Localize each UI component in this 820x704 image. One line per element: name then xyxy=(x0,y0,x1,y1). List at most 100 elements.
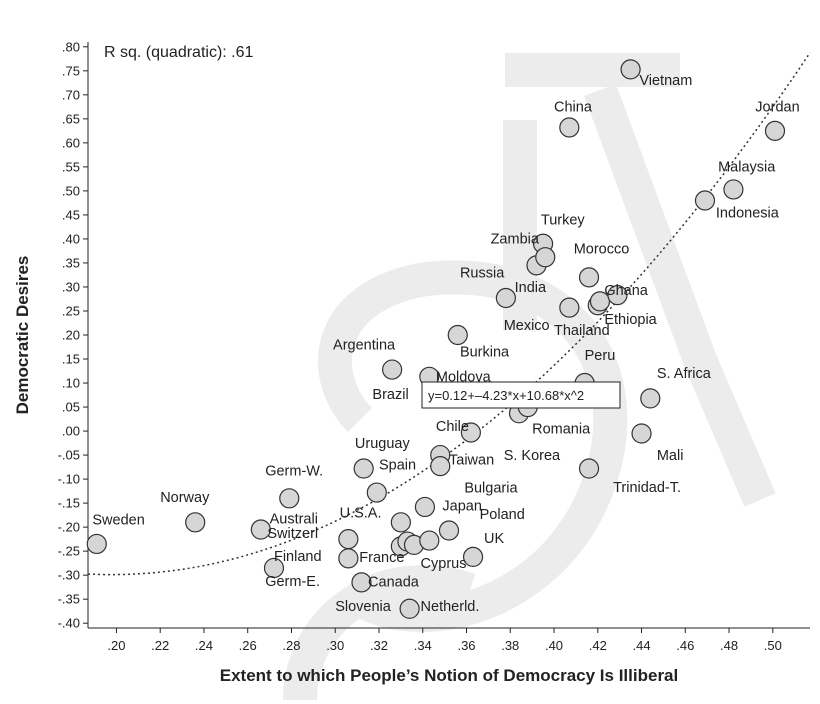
y-tick-label: -.30 xyxy=(58,568,80,583)
y-tick-label: .40 xyxy=(62,231,80,246)
data-point xyxy=(430,456,451,477)
y-tick-label: -.15 xyxy=(58,496,80,511)
data-point xyxy=(631,423,652,444)
x-tick-label: .22 xyxy=(151,638,169,653)
point-label: Norway xyxy=(160,490,210,506)
point-label: Bulgaria xyxy=(464,481,518,497)
point-label: Taiwan xyxy=(449,453,494,469)
point-label: Slovenia xyxy=(335,599,392,615)
point-label: Russia xyxy=(460,265,505,281)
y-tick-label: -.20 xyxy=(58,520,80,535)
point-labels: Sweden Norway Australi Germ-W. Switzerl Finla… xyxy=(92,73,799,615)
data-point xyxy=(578,458,600,479)
data-point xyxy=(495,287,516,309)
point-label: Mali xyxy=(657,448,684,464)
data-point xyxy=(419,530,440,551)
y-tick-label: .75 xyxy=(62,63,80,78)
point-label: Vietnam xyxy=(639,73,692,89)
data-point xyxy=(607,285,628,306)
point-label: Thailand xyxy=(554,323,610,339)
data-point xyxy=(414,496,436,518)
data-point xyxy=(382,359,403,380)
data-point xyxy=(620,59,641,80)
data-point xyxy=(535,247,556,268)
y-axis-title: Democratic Desires xyxy=(13,256,32,415)
y-tick-label: .55 xyxy=(62,159,80,174)
point-label: Canada xyxy=(368,575,420,591)
data-point xyxy=(185,512,206,533)
data-point xyxy=(263,557,285,579)
y-tick-label: .15 xyxy=(62,352,80,367)
r-squared-annotation: R sq. (quadratic): .61 xyxy=(104,44,254,61)
y-tick-label: .35 xyxy=(62,255,80,270)
point-label: Morocco xyxy=(574,241,630,257)
x-tick-label: .42 xyxy=(589,638,607,653)
equation-box: y=0.12+–4.23*x+10.68*x^2 xyxy=(421,381,621,409)
x-tick-label: .40 xyxy=(545,638,563,653)
point-label: Peru xyxy=(585,348,616,364)
point-label: Zambia xyxy=(491,232,540,248)
data-point xyxy=(250,519,271,540)
y-tick-label: .25 xyxy=(62,303,80,318)
y-tick-label: .45 xyxy=(62,207,80,222)
point-label: Germ-E. xyxy=(265,574,320,590)
point-label: Ethiopia xyxy=(604,312,657,328)
point-label: S. Africa xyxy=(657,366,712,382)
data-point xyxy=(353,458,374,479)
data-point xyxy=(438,520,460,541)
y-tick-label: .00 xyxy=(62,424,80,439)
point-label: Uruguay xyxy=(355,436,411,452)
y-tick-label: .60 xyxy=(62,135,80,150)
data-point xyxy=(589,291,611,312)
point-label: India xyxy=(515,280,547,296)
y-ticks: .80 .75 .70 .65 .60 .55 .50 .45 .40 .35 .30 .25 .20.… xyxy=(58,39,88,631)
y-tick-label: -.05 xyxy=(58,448,80,463)
data-point xyxy=(723,179,744,200)
point-label: Cyprus xyxy=(421,556,467,572)
y-tick-label: .70 xyxy=(62,87,80,102)
x-tick-label: .28 xyxy=(282,638,300,653)
data-point xyxy=(338,529,359,550)
x-tick-label: .44 xyxy=(632,638,650,653)
point-label: Mexico xyxy=(504,318,550,334)
y-tick-label: .50 xyxy=(62,183,80,198)
x-tick-label: .46 xyxy=(676,638,694,653)
y-tick-label: -.35 xyxy=(58,592,80,607)
y-tick-label: .10 xyxy=(62,376,80,391)
x-tick-label: .24 xyxy=(195,638,213,653)
equation-text: y=0.12+–4.23*x+10.68*x^2 xyxy=(428,388,584,403)
point-label: France xyxy=(359,550,404,566)
data-point xyxy=(764,120,786,141)
x-tick-label: .38 xyxy=(501,638,519,653)
point-label: Finland xyxy=(274,549,322,565)
x-tick-label: .36 xyxy=(457,638,475,653)
data-point xyxy=(559,117,580,138)
point-label: Chile xyxy=(436,419,469,435)
x-tick-label: .32 xyxy=(370,638,388,653)
point-label: Brazil xyxy=(372,387,408,403)
x-tick-label: .26 xyxy=(239,638,257,653)
point-label: Sweden xyxy=(92,513,144,529)
y-tick-label: .20 xyxy=(62,328,80,343)
point-label: Switzerl xyxy=(267,526,318,542)
y-tick-label: .05 xyxy=(62,400,80,415)
x-axis-title: Extent to which People’s Notion of Democ… xyxy=(220,666,678,685)
point-label: Spain xyxy=(379,457,416,473)
point-label: Argentina xyxy=(333,337,396,353)
point-label: Jordan xyxy=(755,100,799,116)
point-label: Japan xyxy=(442,498,482,514)
y-tick-label: .30 xyxy=(62,279,80,294)
y-tick-label: .80 xyxy=(62,39,80,54)
data-point xyxy=(578,267,600,288)
data-point xyxy=(694,190,716,211)
point-label: Australi xyxy=(270,511,318,527)
data-point xyxy=(86,533,107,555)
point-label: Netherld. xyxy=(421,599,480,615)
point-label: Trinidad-T. xyxy=(613,480,681,496)
point-label: U.S.A. xyxy=(340,506,382,522)
point-label: China xyxy=(554,100,593,116)
data-point xyxy=(462,546,484,568)
point-label: Turkey xyxy=(541,213,586,229)
x-tick-label: .34 xyxy=(414,638,432,653)
